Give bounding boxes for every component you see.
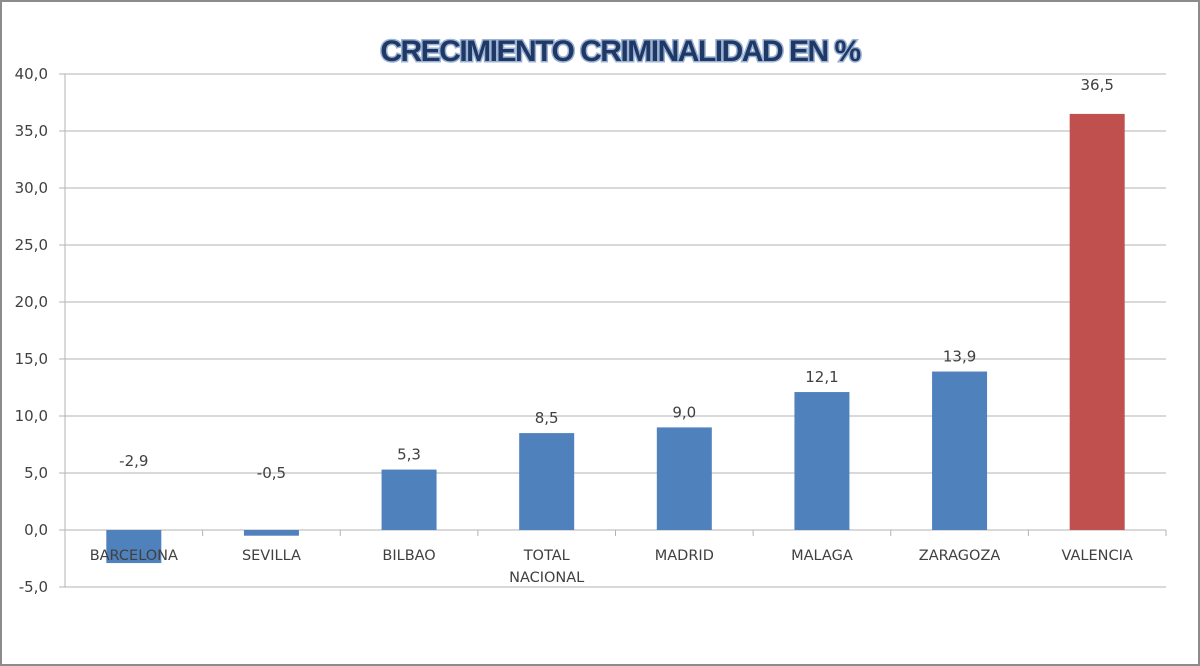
y-tick-label: 25,0 xyxy=(15,236,48,254)
y-tick-label: 0,0 xyxy=(24,521,48,539)
data-label: -2,9 xyxy=(119,452,148,470)
y-tick-label: 40,0 xyxy=(15,65,48,83)
data-label: 13,9 xyxy=(943,348,976,366)
category-label: MADRID xyxy=(655,548,714,564)
data-labels: -2,9 -0,5 5,3 8,5 9,0 12,1 13,9 36,5 xyxy=(119,76,1114,482)
data-label: 8,5 xyxy=(535,409,559,427)
data-label: 5,3 xyxy=(397,446,421,464)
y-tick-label: 35,0 xyxy=(15,122,48,140)
bar xyxy=(794,392,850,530)
bar xyxy=(243,530,299,536)
category-label: SEVILLA xyxy=(242,548,301,564)
bar xyxy=(106,530,162,564)
bars xyxy=(106,113,1125,564)
category-label: VALENCIA xyxy=(1062,548,1133,564)
data-label: -0,5 xyxy=(257,464,286,482)
data-label: 36,5 xyxy=(1080,76,1113,94)
y-tick-label: 5,0 xyxy=(24,464,48,482)
bar xyxy=(656,427,712,530)
category-label: BARCELONA xyxy=(90,548,178,564)
chart-title: CRECIMIENTO CRIMINALIDAD EN % xyxy=(380,35,860,68)
category-label: TOTAL xyxy=(523,548,570,564)
category-label: NACIONAL xyxy=(509,570,584,586)
category-label: ZARAGOZA xyxy=(919,548,1001,564)
bar xyxy=(932,371,988,530)
bar xyxy=(381,469,437,530)
y-axis-ticks: -5,0 0,0 5,0 10,0 15,0 20,0 25,0 30,0 35,0 40,0 xyxy=(15,65,48,596)
data-label: 9,0 xyxy=(672,403,696,421)
bar xyxy=(1069,113,1125,531)
gridlines xyxy=(59,73,1167,588)
y-tick-label: 30,0 xyxy=(15,179,48,197)
y-tick-label: 20,0 xyxy=(15,293,48,311)
category-label: BILBAO xyxy=(382,548,435,564)
y-tick-label: -5,0 xyxy=(19,578,48,596)
data-label: 12,1 xyxy=(805,368,838,386)
y-tick-label: 15,0 xyxy=(15,350,48,368)
category-label: MALAGA xyxy=(791,548,853,564)
y-tick-label: 10,0 xyxy=(15,407,48,425)
bar xyxy=(519,433,575,530)
category-labels: BARCELONA SEVILLA BILBAO TOTAL NACIONAL MADRI… xyxy=(90,548,1133,586)
